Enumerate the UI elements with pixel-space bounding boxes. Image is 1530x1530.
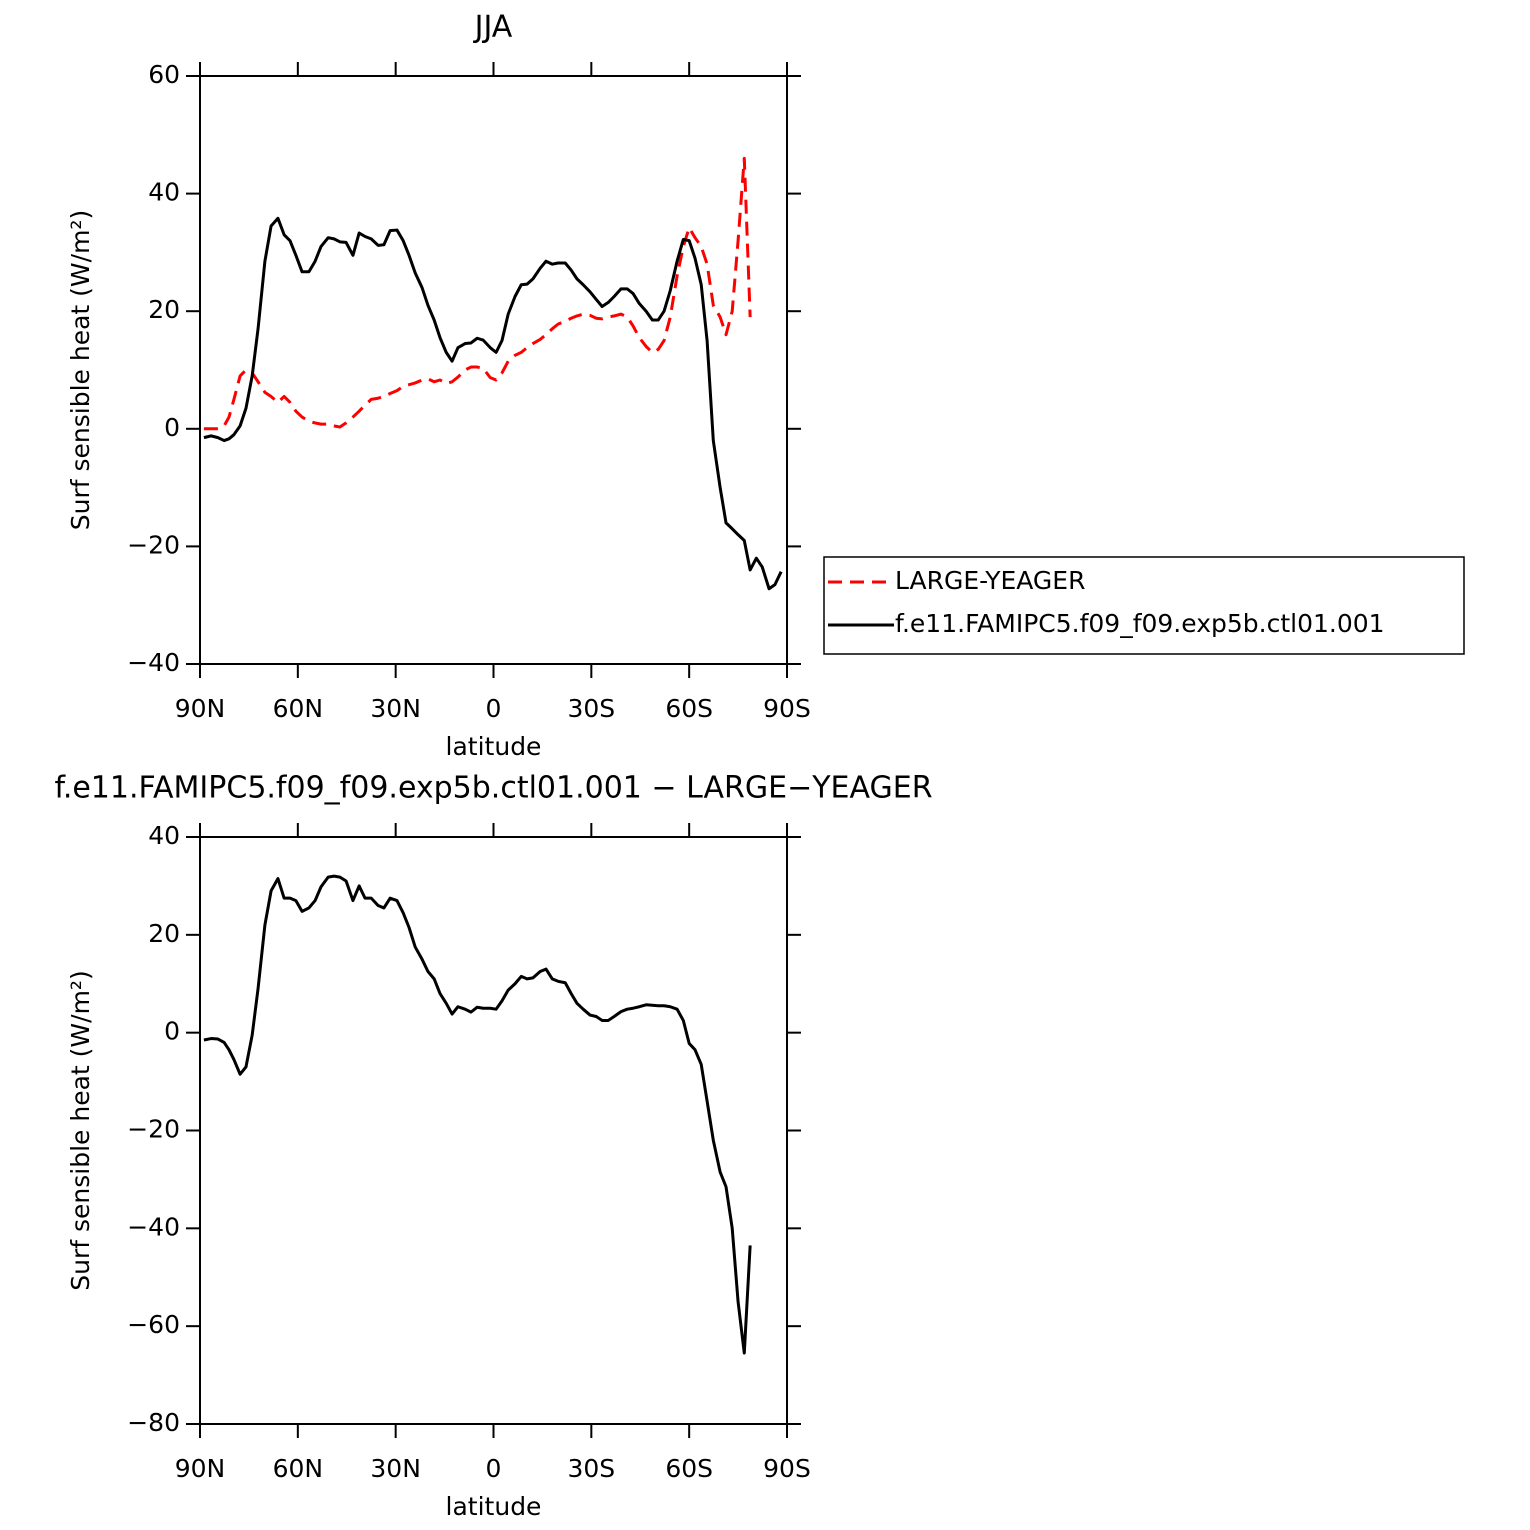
x-tick-label: 30N [370, 694, 421, 723]
y-tick-label: 40 [148, 178, 180, 207]
x-tick-label: 90N [175, 694, 226, 723]
x-tick-label: 30S [567, 694, 615, 723]
y-tick-label: −40 [127, 648, 180, 677]
x-tick-label: 90S [763, 694, 811, 723]
y-axis-label: Surf sensible heat (W/m²) [66, 970, 95, 1290]
y-tick-label: −20 [127, 1115, 180, 1144]
plot-frame [199, 75, 788, 665]
plot-frame [199, 836, 788, 1425]
x-tick-label: 60N [273, 1454, 324, 1483]
x-tick-label: 90S [763, 1454, 811, 1483]
chart-panel: f.e11.FAMIPC5.f09_f09.exp5b.ctl01.001 − … [54, 771, 932, 1522]
legend: LARGE-YEAGER f.e11.FAMIPC5.f09_f09.exp5b.… [823, 556, 1465, 655]
x-tick-label: 0 [486, 1454, 502, 1483]
x-tick-label: 90N [175, 1454, 226, 1483]
y-tick-label: −60 [127, 1310, 180, 1339]
y-tick-label: −40 [127, 1212, 180, 1241]
data-line [203, 874, 752, 1355]
legend-label: LARGE-YEAGER [895, 566, 1085, 595]
chart-title: JJA [473, 10, 513, 45]
x-tick-label: 60N [273, 694, 324, 723]
x-axis-label: latitude [446, 732, 542, 761]
y-tick-label: 40 [148, 821, 180, 850]
x-tick-label: 60S [665, 694, 713, 723]
x-tick-label: 60S [665, 1454, 713, 1483]
y-tick-label: 20 [148, 295, 180, 324]
data-line [203, 216, 783, 591]
chart-title: f.e11.FAMIPC5.f09_f09.exp5b.ctl01.001 − … [54, 771, 932, 806]
x-axis-label: latitude [446, 1492, 542, 1521]
y-tick-label: −20 [127, 530, 180, 559]
x-tick-label: 30N [370, 1454, 421, 1483]
data-line [203, 156, 752, 431]
x-tick-label: 30S [567, 1454, 615, 1483]
chart-panel: JJA latitude Surf sensible heat (W/m²) 90N 6… [66, 10, 1465, 761]
y-tick-label: 0 [164, 413, 180, 442]
x-tick-label: 0 [486, 694, 502, 723]
y-tick-label: 0 [164, 1017, 180, 1046]
y-tick-label: 20 [148, 919, 180, 948]
legend-box [823, 556, 1465, 655]
legend-label: f.e11.FAMIPC5.f09_f09.exp5b.ctl01.001 [895, 609, 1385, 638]
y-axis-label: Surf sensible heat (W/m²) [66, 210, 95, 530]
y-tick-label: 60 [148, 60, 180, 89]
y-tick-label: −80 [127, 1408, 180, 1437]
